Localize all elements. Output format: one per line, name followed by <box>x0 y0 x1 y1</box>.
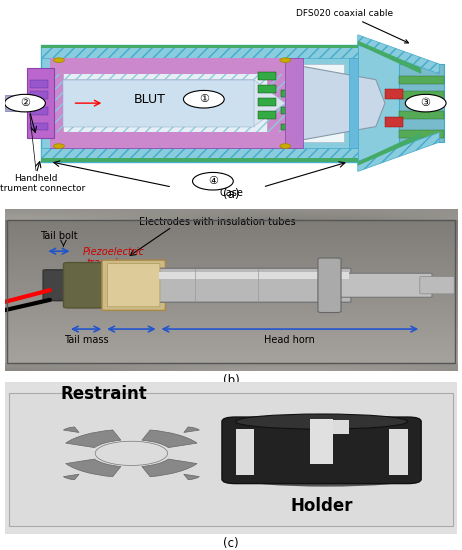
Bar <box>30 80 48 87</box>
Text: Tail mass: Tail mass <box>64 336 109 345</box>
Text: (a): (a) <box>223 188 239 201</box>
Circle shape <box>95 441 168 465</box>
Polygon shape <box>358 35 439 74</box>
Bar <box>286 58 304 148</box>
FancyBboxPatch shape <box>63 262 113 308</box>
FancyBboxPatch shape <box>318 258 341 312</box>
Bar <box>399 76 444 84</box>
Bar <box>349 58 358 148</box>
FancyBboxPatch shape <box>222 417 421 483</box>
Wedge shape <box>184 427 200 432</box>
Circle shape <box>280 58 291 63</box>
Bar <box>399 64 444 142</box>
Bar <box>158 272 349 279</box>
Text: ③: ③ <box>421 98 431 108</box>
Bar <box>30 123 48 130</box>
Bar <box>41 148 358 162</box>
Polygon shape <box>358 41 421 74</box>
Text: Piezoelectric
transducer: Piezoelectric transducer <box>82 247 144 268</box>
FancyBboxPatch shape <box>156 268 351 302</box>
Bar <box>258 72 276 80</box>
Bar <box>50 133 299 148</box>
Wedge shape <box>63 427 79 432</box>
Wedge shape <box>66 430 121 448</box>
Text: BLUT: BLUT <box>134 93 165 106</box>
Text: Holder: Holder <box>290 497 353 515</box>
Circle shape <box>183 90 224 108</box>
Bar <box>312 420 349 433</box>
Wedge shape <box>142 430 197 448</box>
Text: Restraint: Restraint <box>61 386 147 403</box>
Bar <box>27 68 55 138</box>
Bar <box>50 58 299 148</box>
Polygon shape <box>358 133 439 172</box>
Bar <box>310 419 333 464</box>
Bar <box>50 58 299 74</box>
Bar <box>281 90 294 97</box>
Wedge shape <box>66 459 121 477</box>
Bar <box>281 124 294 130</box>
Bar <box>41 45 358 58</box>
Circle shape <box>193 173 233 190</box>
Bar <box>50 64 344 142</box>
Bar <box>9 393 453 526</box>
Wedge shape <box>184 474 200 480</box>
Polygon shape <box>403 74 444 133</box>
Text: (c): (c) <box>223 537 239 549</box>
FancyBboxPatch shape <box>338 273 432 297</box>
FancyBboxPatch shape <box>63 68 267 138</box>
Text: Handheld
instrument connector: Handheld instrument connector <box>0 174 85 193</box>
Ellipse shape <box>236 414 407 429</box>
Bar <box>385 90 403 99</box>
Circle shape <box>54 144 64 149</box>
Text: ②: ② <box>20 98 30 108</box>
Polygon shape <box>358 45 439 162</box>
Text: Electrodes with insulation tubes: Electrodes with insulation tubes <box>139 217 296 227</box>
Bar <box>7 221 455 363</box>
Bar <box>7 221 455 363</box>
Wedge shape <box>142 459 197 477</box>
Bar <box>399 111 444 119</box>
Bar <box>399 130 444 138</box>
Bar <box>30 107 48 115</box>
Text: DFS020 coaxial cable: DFS020 coaxial cable <box>296 9 408 43</box>
Bar <box>236 429 254 475</box>
Circle shape <box>280 144 291 149</box>
Text: ④: ④ <box>208 176 218 186</box>
Bar <box>5 95 32 111</box>
Bar <box>41 45 358 58</box>
Circle shape <box>405 95 446 112</box>
Circle shape <box>5 95 45 112</box>
Bar <box>385 117 403 126</box>
FancyBboxPatch shape <box>43 270 75 301</box>
Bar <box>41 148 358 162</box>
Bar <box>258 98 276 106</box>
FancyBboxPatch shape <box>41 45 358 162</box>
FancyBboxPatch shape <box>63 80 254 127</box>
Bar <box>41 45 358 48</box>
Wedge shape <box>63 474 79 480</box>
Bar <box>281 107 294 114</box>
Bar <box>41 158 358 162</box>
Polygon shape <box>63 80 286 127</box>
Circle shape <box>54 58 64 63</box>
Text: ①: ① <box>199 94 209 104</box>
Bar <box>50 58 299 148</box>
Text: Head horn: Head horn <box>264 336 315 345</box>
Text: (b): (b) <box>223 375 239 388</box>
FancyBboxPatch shape <box>420 277 454 294</box>
Bar <box>258 85 276 93</box>
FancyBboxPatch shape <box>102 260 165 310</box>
Text: Case: Case <box>219 188 243 198</box>
Polygon shape <box>290 64 385 142</box>
Bar <box>389 429 407 475</box>
Text: Tail bolt: Tail bolt <box>40 232 78 241</box>
Polygon shape <box>358 133 421 166</box>
Ellipse shape <box>240 471 412 487</box>
FancyBboxPatch shape <box>107 263 160 307</box>
Bar <box>258 111 276 119</box>
Bar <box>399 91 444 99</box>
Bar <box>30 91 48 99</box>
